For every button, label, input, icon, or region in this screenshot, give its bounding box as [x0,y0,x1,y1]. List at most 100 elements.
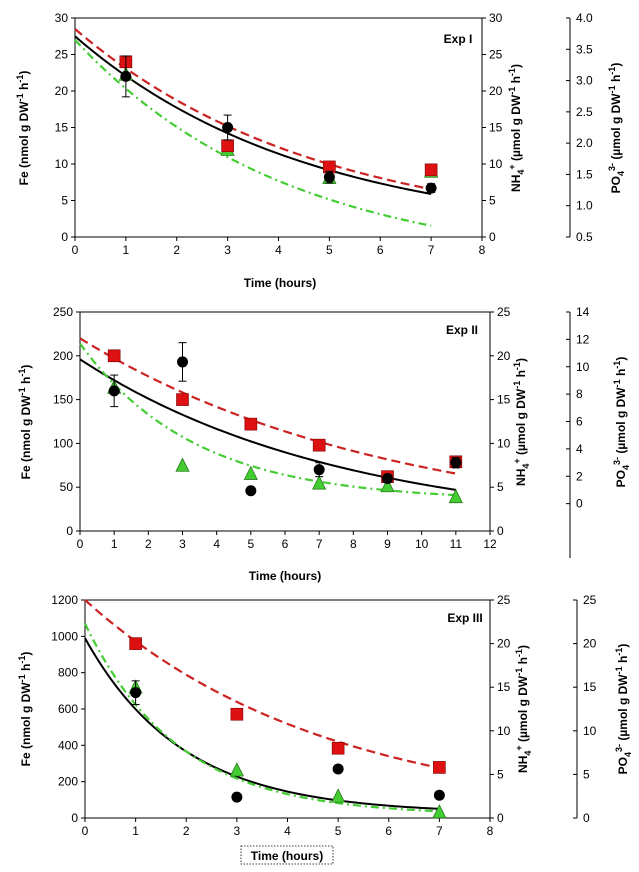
plot-frame [84,599,491,819]
x-tick-label: 8 [487,824,494,838]
y-right2-tick-label: 25 [583,593,597,607]
x-tick-label: 2 [145,537,152,551]
y-right2-tick-label: 0.5 [576,230,593,244]
y-right1-tick-label: 0 [497,524,504,538]
x-tick-label: 3 [234,824,241,838]
x-tick-label: 6 [282,537,289,551]
plot-frame [79,311,491,532]
x-tick-label: 5 [335,824,342,838]
y-right2-tick-label: 1.5 [576,167,593,181]
y-left-tick-label: 250 [53,305,73,319]
x-tick-label: 5 [326,243,333,257]
y-right1-tick-label: 0 [489,230,496,244]
y-right1-tick-label: 20 [489,84,503,98]
y-left-tick-label: 150 [53,393,73,407]
y-right2-tick-label: 6 [576,415,583,429]
point-fe-circle [222,122,234,133]
point-po4-triangle [243,465,258,480]
y-left-tick-label: 200 [53,349,73,363]
x-tick-label: 0 [77,537,84,551]
x-tick-label: 8 [479,243,486,257]
x-tick-label: 7 [436,824,443,838]
x-tick-label: 1 [132,824,139,838]
point-nh4-square [244,417,258,431]
x-tick-label: 4 [275,243,282,257]
y-right2-tick-label: 3.5 [576,42,593,56]
x-tick-label: 4 [284,824,291,838]
y-left-tick-label: 1200 [51,593,78,607]
y-right2-tick-label: 2.0 [576,136,593,150]
y-left-tick-label: 800 [58,666,78,680]
y-left-tick-label: 200 [58,775,78,789]
x-tick-label: 5 [247,537,254,551]
x-axis-label: Time (hours) [251,849,323,863]
y-right2-tick-label: 20 [583,637,597,651]
point-nh4-square [424,163,438,177]
y-right1-tick-label: 10 [489,157,503,171]
y-left-tick-label: 30 [55,11,69,25]
y-right2-tick-label: 4 [576,442,583,456]
x-tick-label: 12 [483,537,497,551]
point-po4-triangle [229,762,244,777]
y-left-tick-label: 600 [58,702,78,716]
fit-curve-dashdot [74,39,432,227]
fit-curve-dash [79,337,457,475]
x-tick-label: 1 [123,243,130,257]
y-left-tick-label: 0 [71,811,78,825]
x-tick-label: 0 [82,824,89,838]
y-right1-tick-label: 20 [497,349,511,363]
fit-curve-solid [79,358,456,491]
point-po4-triangle [175,457,190,472]
y-right1-tick-label: 15 [497,680,511,694]
y-right1-tick-label: 5 [497,480,504,494]
point-fe-circle [120,70,132,82]
y-right1-tick-label: 25 [497,305,511,319]
fit-curve-dash [84,599,440,769]
x-tick-label: 3 [224,243,231,257]
x-tick-label: 3 [179,537,186,551]
y-right2-tick-label: 10 [583,724,597,738]
point-fe-circle [382,472,393,484]
point-po4-triangle [312,475,327,490]
x-tick-label: 4 [213,537,220,551]
point-fe-circle [313,464,325,476]
y-right2-tick-label: 0 [576,497,583,511]
point-nh4-square [107,349,121,363]
x-tick-label: 2 [183,824,190,838]
y-right2-tick-label: 3.0 [576,74,593,88]
point-fe-circle [108,385,120,397]
point-nh4-square [312,438,326,452]
x-tick-label: 10 [415,537,429,551]
x-tick-label: 9 [384,537,391,551]
point-fe-circle [332,763,344,775]
y-right1-tick-label: 10 [497,436,511,450]
point-po4-triangle [331,788,346,803]
x-axis-label: Time (hours) [249,569,321,583]
point-fe-circle [323,171,335,183]
x-tick-label: 6 [377,243,384,257]
experiment-label: Exp I [444,32,473,46]
y-right1-tick-label: 5 [497,767,504,781]
point-po4-triangle [380,478,395,493]
point-nh4-square [221,139,234,153]
y-right1-tick-label: 25 [489,48,503,62]
y-right1-tick-label: 15 [497,393,511,407]
y-left-tick-label: 5 [61,194,68,208]
y-left-tick-label: 50 [60,480,74,494]
y-right1-tick-label: 5 [489,194,496,208]
y-left-tick-label: 20 [55,84,69,98]
x-tick-label: 8 [350,537,357,551]
plot-frame [74,17,483,238]
y-right1-tick-label: 20 [497,637,511,651]
y-right2-tick-label: 8 [576,387,583,401]
y-right2-tick-label: 2.5 [576,105,593,119]
x-tick-label: 2 [173,243,180,257]
panel-exp-i: 0 1 2 3 4 5 6 7 80510152025300510152025300.51.01… [15,11,626,290]
point-nh4-square [176,393,189,406]
x-axis-label: Time (hours) [244,276,316,290]
point-fe-circle [245,485,257,497]
x-tick-label: 7 [428,243,435,257]
y-right2-tick-label: 14 [576,305,590,319]
x-tick-label: 0 [72,243,79,257]
